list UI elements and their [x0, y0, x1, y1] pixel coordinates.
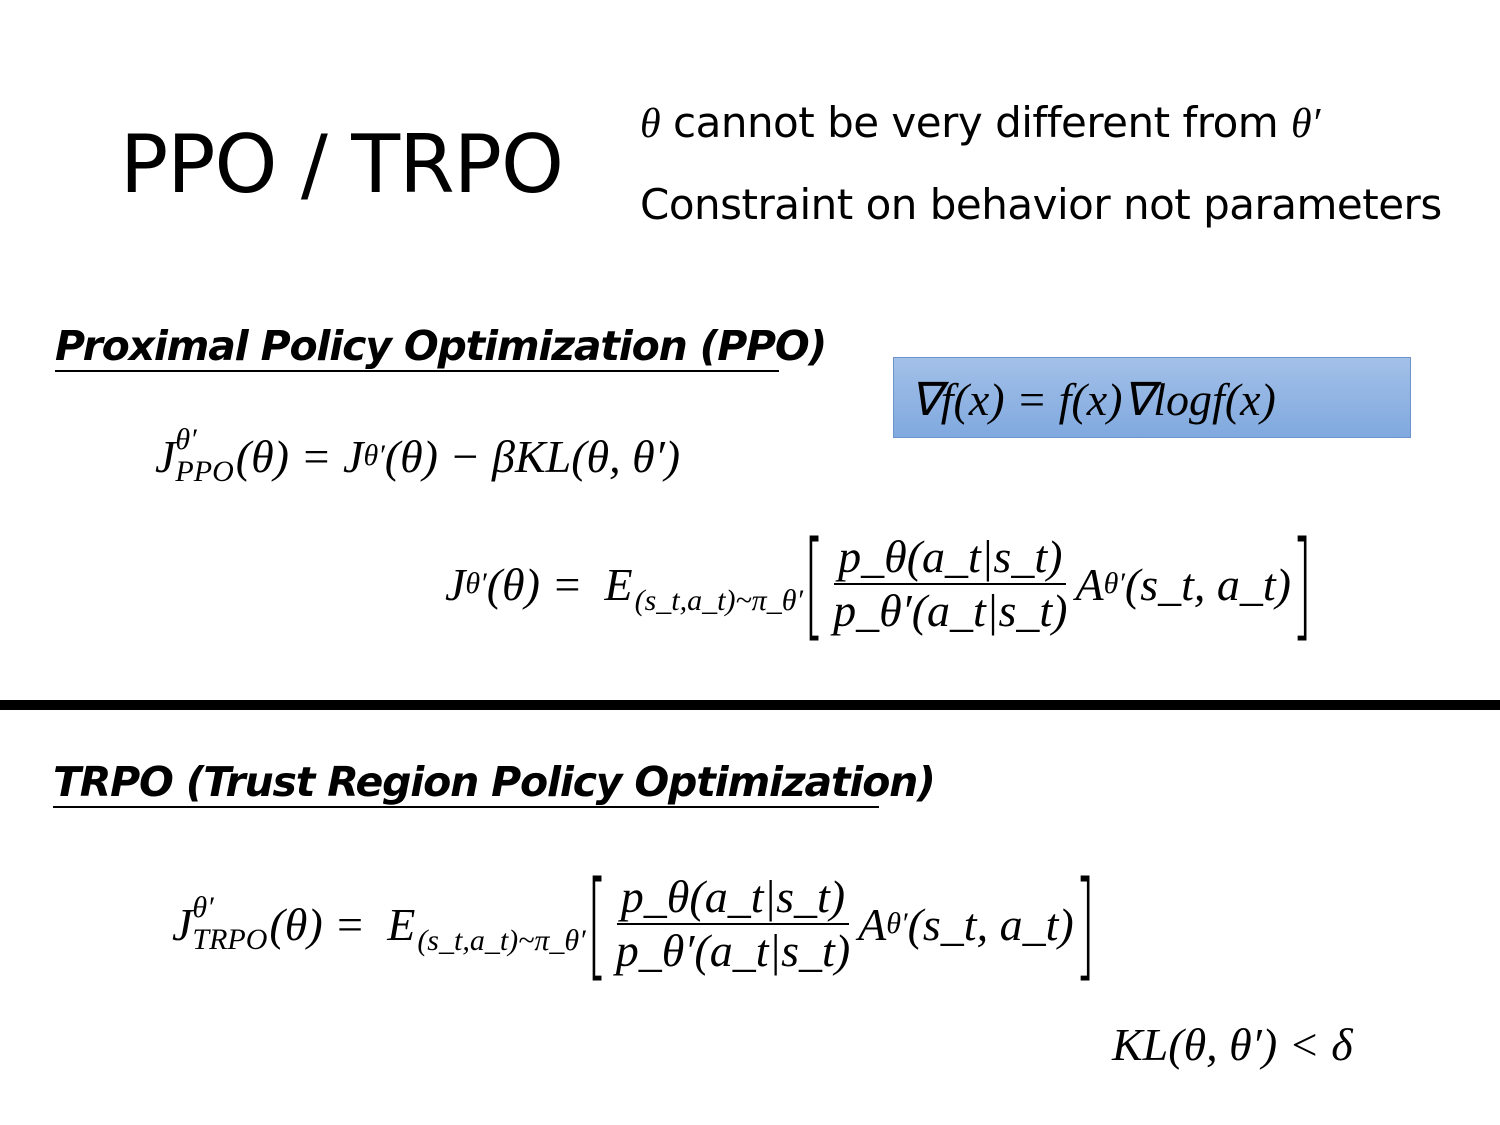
bracket-close: ] — [1074, 855, 1096, 993]
denominator: p_θ′(a_t|s_t) — [615, 925, 851, 976]
J-symbol: J — [445, 558, 466, 610]
subscript: PPO — [175, 455, 234, 488]
lhs-arg: (θ) = — [235, 430, 332, 482]
advantage-arg: (s_t, a_t) — [1124, 558, 1291, 610]
ppo-heading: Proximal Policy Optimization (PPO) — [55, 322, 827, 372]
superscript: θ′ — [192, 891, 214, 924]
bracket-open: [ — [586, 855, 608, 993]
note-theta: θ cannot be very different from θ′ — [640, 98, 1320, 148]
bracket-open: [ — [803, 515, 825, 653]
note-constraint: Constraint on behavior not parameters — [640, 180, 1442, 229]
advantage-symbol: A — [1075, 558, 1104, 610]
subscript: TRPO — [192, 923, 268, 956]
expectation-subscript: (s_t,a_t)~π_θ′ — [634, 583, 804, 617]
advantage-arg: (s_t, a_t) — [907, 898, 1074, 950]
note-text: cannot be very different from — [660, 98, 1292, 147]
expectation-subscript: (s_t,a_t)~π_θ′ — [417, 923, 586, 957]
lhs-arg: (θ) = — [269, 898, 366, 950]
gradient-identity: ∇f(x) = f(x)∇logf(x) — [910, 374, 1276, 425]
rhs-rest: (θ) − βKL(θ, θ′) — [384, 430, 681, 482]
numerator: p_θ(a_t|s_t) — [616, 872, 850, 925]
J-symbol: J — [172, 898, 193, 950]
lhs-arg: (θ) = — [486, 558, 583, 610]
kl-constraint: KL(θ, θ′) < δ — [1112, 1019, 1353, 1070]
slide-title: PPO / TRPO — [120, 118, 564, 211]
ratio: p_θ(a_t|s_t) p_θ′(a_t|s_t) — [829, 532, 1071, 636]
section-divider — [0, 700, 1500, 710]
gradient-identity-box — [893, 357, 1411, 438]
ratio: p_θ(a_t|s_t) p_θ′(a_t|s_t) — [612, 872, 854, 976]
superscript: θ′ — [175, 423, 197, 456]
J-symbol: J — [343, 430, 364, 482]
advantage-symbol: A — [858, 898, 887, 950]
J-symbol: J — [155, 430, 176, 482]
denominator: p_θ′(a_t|s_t) — [833, 585, 1068, 636]
expectation-symbol: E — [387, 898, 416, 950]
theta-symbol: θ — [640, 101, 661, 147]
theta-prime-symbol: θ′ — [1291, 101, 1320, 147]
bracket-close: ] — [1291, 515, 1313, 653]
numerator: p_θ(a_t|s_t) — [834, 532, 1067, 585]
trpo-heading: TRPO (Trust Region Policy Optimization) — [53, 758, 936, 808]
expectation-symbol: E — [604, 558, 633, 610]
